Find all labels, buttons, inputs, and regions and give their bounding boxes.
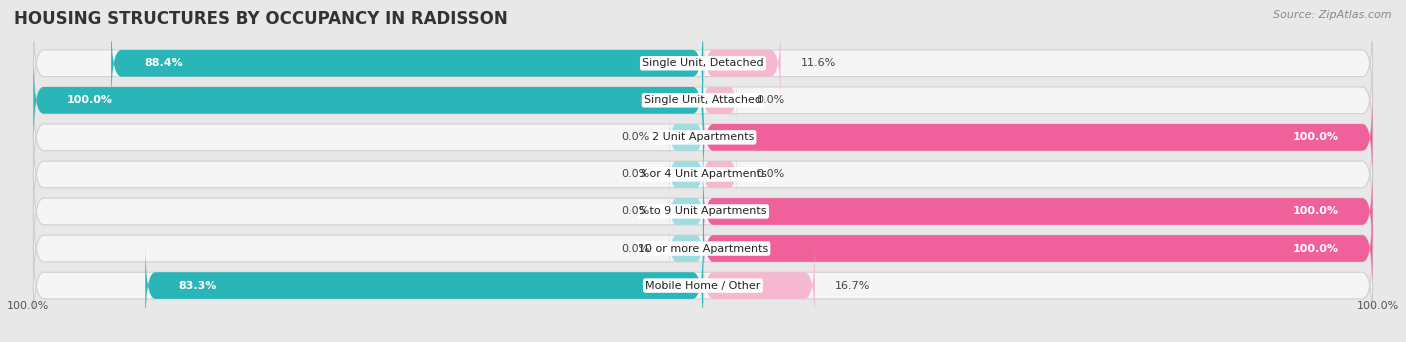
- Text: 0.0%: 0.0%: [621, 207, 650, 216]
- Text: 0.0%: 0.0%: [756, 169, 785, 180]
- FancyBboxPatch shape: [111, 21, 703, 106]
- FancyBboxPatch shape: [34, 169, 1372, 254]
- FancyBboxPatch shape: [669, 114, 703, 161]
- FancyBboxPatch shape: [669, 151, 703, 198]
- Text: 5 to 9 Unit Apartments: 5 to 9 Unit Apartments: [640, 207, 766, 216]
- FancyBboxPatch shape: [703, 206, 1372, 291]
- FancyBboxPatch shape: [34, 206, 1372, 291]
- Text: 100.0%: 100.0%: [67, 95, 112, 105]
- FancyBboxPatch shape: [703, 21, 780, 106]
- Text: 100.0%: 100.0%: [7, 301, 49, 311]
- FancyBboxPatch shape: [34, 21, 1372, 106]
- FancyBboxPatch shape: [703, 169, 1372, 254]
- FancyBboxPatch shape: [703, 244, 815, 328]
- Text: 3 or 4 Unit Apartments: 3 or 4 Unit Apartments: [640, 169, 766, 180]
- Text: 88.4%: 88.4%: [145, 58, 183, 68]
- Text: 100.0%: 100.0%: [1357, 301, 1399, 311]
- FancyBboxPatch shape: [145, 244, 703, 328]
- FancyBboxPatch shape: [34, 95, 1372, 180]
- Text: 83.3%: 83.3%: [179, 280, 217, 291]
- Text: 100.0%: 100.0%: [1294, 132, 1339, 142]
- FancyBboxPatch shape: [669, 188, 703, 235]
- FancyBboxPatch shape: [34, 132, 1372, 217]
- FancyBboxPatch shape: [669, 225, 703, 272]
- FancyBboxPatch shape: [34, 58, 1372, 143]
- Text: 100.0%: 100.0%: [1294, 244, 1339, 253]
- FancyBboxPatch shape: [34, 244, 1372, 328]
- Text: 100.0%: 100.0%: [1294, 207, 1339, 216]
- Text: 10 or more Apartments: 10 or more Apartments: [638, 244, 768, 253]
- Text: Single Unit, Attached: Single Unit, Attached: [644, 95, 762, 105]
- Text: 0.0%: 0.0%: [621, 132, 650, 142]
- Text: HOUSING STRUCTURES BY OCCUPANCY IN RADISSON: HOUSING STRUCTURES BY OCCUPANCY IN RADIS…: [14, 10, 508, 28]
- Text: Single Unit, Detached: Single Unit, Detached: [643, 58, 763, 68]
- Text: Source: ZipAtlas.com: Source: ZipAtlas.com: [1274, 10, 1392, 20]
- Text: Mobile Home / Other: Mobile Home / Other: [645, 280, 761, 291]
- FancyBboxPatch shape: [703, 151, 737, 198]
- FancyBboxPatch shape: [703, 95, 1372, 180]
- Text: 16.7%: 16.7%: [835, 280, 870, 291]
- Text: 0.0%: 0.0%: [621, 244, 650, 253]
- FancyBboxPatch shape: [34, 58, 703, 143]
- Legend: Owner-occupied, Renter-occupied: Owner-occupied, Renter-occupied: [568, 337, 838, 342]
- FancyBboxPatch shape: [703, 77, 737, 124]
- Text: 2 Unit Apartments: 2 Unit Apartments: [652, 132, 754, 142]
- Text: 0.0%: 0.0%: [756, 95, 785, 105]
- Text: 11.6%: 11.6%: [801, 58, 837, 68]
- Text: 0.0%: 0.0%: [621, 169, 650, 180]
